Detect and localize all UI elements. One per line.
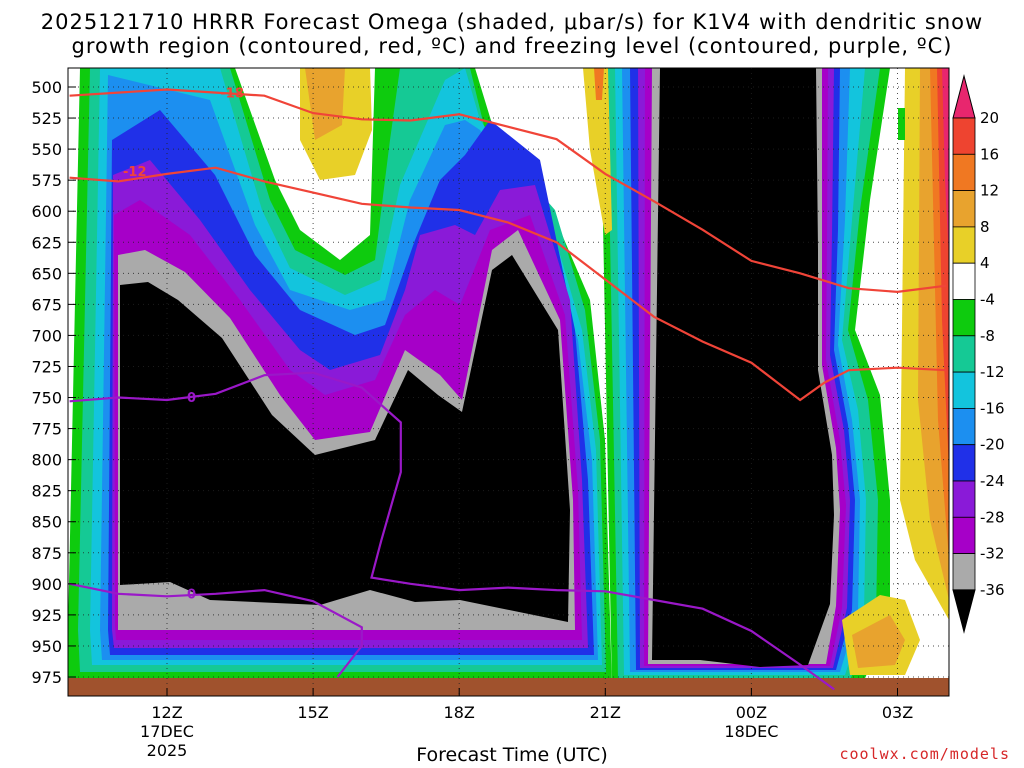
colorbar-swatch xyxy=(952,299,976,337)
y-tick-label: 600 xyxy=(31,202,62,221)
colorbar-label: -16 xyxy=(980,399,1005,417)
colorbar-label: -24 xyxy=(980,472,1005,490)
colorbar-swatch xyxy=(952,153,976,192)
chart-title-line-2: growth region (contoured, red, ºC) and f… xyxy=(71,34,953,58)
colorbar-swatch xyxy=(952,480,976,518)
omega-plume-late xyxy=(600,68,890,690)
freezing-level-contours: 00 xyxy=(69,371,835,691)
plot-area: -18-12 00 xyxy=(68,68,949,696)
y-tick-label: 925 xyxy=(31,606,62,625)
plot-frame xyxy=(67,67,950,697)
y-tick-label: 975 xyxy=(31,668,62,687)
y-tick-label: 700 xyxy=(31,326,62,345)
x-tick-label: 21Z xyxy=(590,703,621,722)
y-tick-label: 800 xyxy=(31,451,62,470)
dgz-contour-line xyxy=(69,88,947,294)
colorbar-label: 8 xyxy=(980,218,990,236)
chart-title-line-1: 2025121710 HRRR Forecast Omega (shaded, … xyxy=(40,10,984,34)
y-tick-label: 950 xyxy=(31,637,62,656)
x-tick-label: 03Z xyxy=(882,703,913,722)
y-tick-label: 775 xyxy=(31,420,62,439)
y-tick-label: 525 xyxy=(31,109,62,128)
y-tick-label: 725 xyxy=(31,357,62,376)
y-tick-label: 575 xyxy=(31,171,62,190)
colorbar-label: 16 xyxy=(980,145,999,163)
dgz-contour-label: -12 xyxy=(123,165,147,180)
freezing-contour-line xyxy=(69,582,363,678)
site-credit: coolwx.com/models xyxy=(839,745,1010,763)
x-tick-date: 18DEC xyxy=(724,722,778,741)
colorbar-swatch xyxy=(952,407,976,446)
freezing-contour-line xyxy=(69,371,835,691)
dgz-contour-line xyxy=(69,166,947,402)
colorbar-label: -28 xyxy=(980,508,1005,526)
colorbar-label: 12 xyxy=(980,182,999,200)
dendritic-growth-contours: -18 -12 xyxy=(69,87,947,402)
colorbar-label: -32 xyxy=(980,545,1005,563)
y-tick-label: 900 xyxy=(31,575,62,594)
freezing-contour-label: 0 xyxy=(187,391,196,406)
omega-plume-early xyxy=(68,68,612,690)
y-tick-label: 675 xyxy=(31,295,62,314)
gridlines xyxy=(68,68,949,696)
colorbar-swatch xyxy=(952,190,976,228)
x-tick-label: 18Z xyxy=(444,703,475,722)
y-tick-label: 850 xyxy=(31,513,62,532)
colorbar-cap-top xyxy=(952,74,976,119)
y-tick-label: 550 xyxy=(31,140,62,159)
y-tick-label: 500 xyxy=(31,78,62,97)
y-tick-label: 625 xyxy=(31,233,62,252)
x-tick-label: 00Z xyxy=(736,703,767,722)
dgz-contour-label: -18 xyxy=(220,87,244,102)
colorbar-swatch xyxy=(952,444,976,482)
x-tick-label: 12Z xyxy=(151,703,182,722)
colorbar-swatch xyxy=(952,553,976,591)
y-tick-label: 750 xyxy=(31,389,62,408)
colorbar-swatch xyxy=(952,516,976,554)
y-tick-label: 875 xyxy=(31,544,62,563)
x-tick-year: 2025 xyxy=(147,741,188,760)
colorbar-label: 4 xyxy=(980,254,990,272)
colorbar-label: -12 xyxy=(980,363,1005,381)
colorbar-label: -36 xyxy=(980,581,1005,599)
colorbar-swatch xyxy=(952,335,976,373)
colorbar-label: -4 xyxy=(980,291,995,309)
colorbar-label: -20 xyxy=(980,436,1005,454)
freezing-contour-label: 0 xyxy=(187,587,196,602)
colorbar-cap-bottom xyxy=(952,589,976,634)
positive-omega-areas xyxy=(300,68,949,675)
x-tick-label: 15Z xyxy=(297,703,328,722)
y-tick-label: 825 xyxy=(31,482,62,501)
colorbar-swatch xyxy=(952,262,976,300)
colorbar-label: -8 xyxy=(980,327,995,345)
y-tick-label: 650 xyxy=(31,264,62,283)
colorbar-swatch xyxy=(952,117,976,155)
x-tick-date: 17DEC xyxy=(140,722,194,741)
y-axis: 500 525 550 575 600 625 650 675 700 725 750 775 800 8… xyxy=(31,78,76,687)
colorbar-legend: 20 16 12 8 4 -4 -8 -12 -16 -20 -24 -28 -32 -36 xyxy=(952,74,1005,634)
colorbar-swatch xyxy=(952,371,976,409)
x-axis-label: Forecast Time (UTC) xyxy=(416,744,608,766)
colorbar-swatch xyxy=(952,226,976,264)
colorbar-label: 20 xyxy=(980,109,999,127)
ground-surface xyxy=(68,678,949,696)
